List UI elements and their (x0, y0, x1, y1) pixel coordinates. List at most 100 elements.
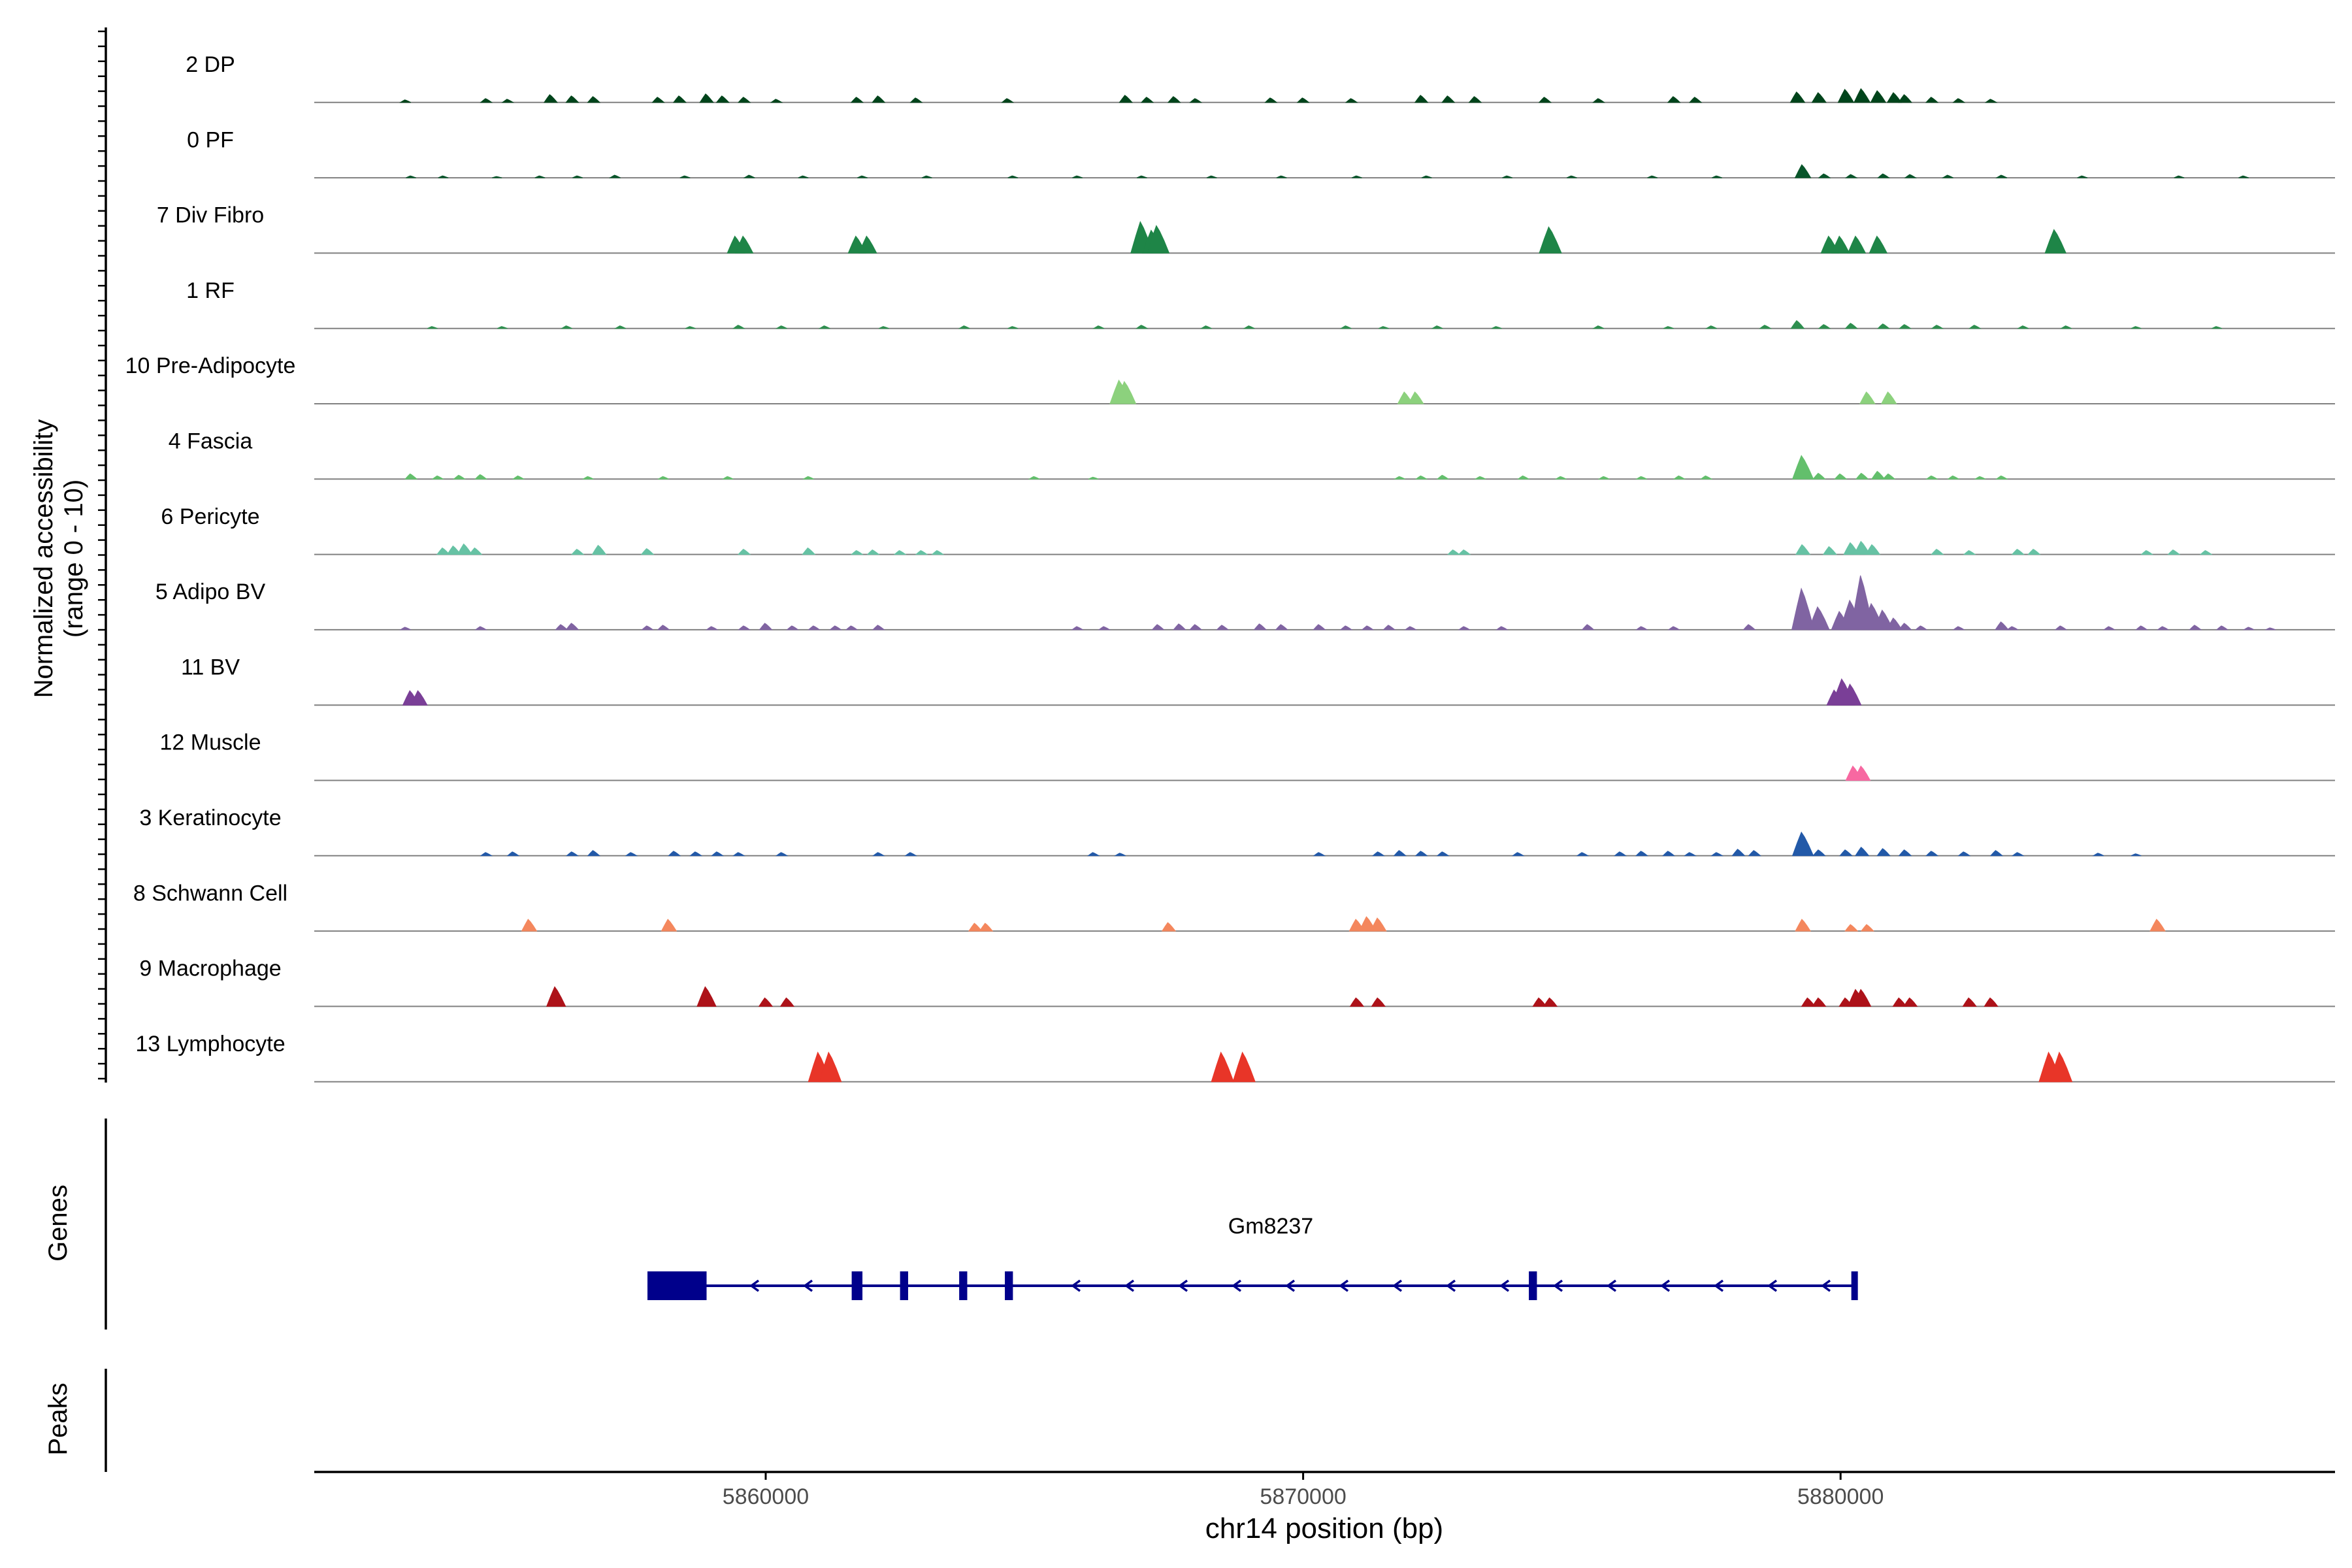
coverage-peak (2140, 550, 2154, 555)
coverage-peak (1088, 476, 1099, 480)
coverage-peak (721, 476, 734, 480)
coverage-peak (909, 97, 923, 103)
coverage-peak (1349, 997, 1365, 1007)
coverage-peak (2265, 627, 2276, 630)
coverage-peak (2242, 627, 2255, 630)
coverage-peak (1614, 851, 1627, 857)
strand-arrow (1660, 1279, 1671, 1292)
coverage-peak (1115, 380, 1137, 404)
coverage-peak (474, 626, 488, 630)
coverage-peak (968, 923, 983, 932)
coverage-peak (497, 326, 508, 329)
coverage-peak (406, 175, 416, 178)
coverage-peak (1941, 174, 1953, 178)
coverage-peak (1441, 95, 1456, 103)
coverage-peak (775, 325, 787, 329)
coverage-peak (1748, 850, 1761, 857)
x-axis-label: chr14 position (bp) (1205, 1512, 1443, 1544)
coverage-peak (1931, 325, 1944, 329)
coverage-peak (1989, 850, 2004, 857)
coverage-peak (608, 174, 621, 178)
coverage-peak (501, 99, 515, 103)
coverage-peak (566, 851, 580, 857)
coverage-peak (1818, 324, 1831, 329)
track-label: 9 Macrophage (139, 956, 281, 981)
coverage-peak (410, 690, 428, 706)
gene-exon (900, 1271, 908, 1300)
coverage-peak (734, 235, 754, 253)
coverage-peak (1232, 1051, 1256, 1083)
coverage-peak (1001, 98, 1015, 103)
coverage-peak (2017, 325, 2029, 329)
coverage-peak (1393, 850, 1407, 857)
coverage-peak (468, 547, 483, 555)
coverage-peak (1688, 97, 1703, 103)
coverage-peak (1853, 765, 1871, 781)
track-10: 12 Muscle (160, 730, 2335, 781)
coverage-peak (1859, 391, 1876, 404)
coverage-peak (1369, 917, 1387, 932)
coverage-peak (1146, 225, 1170, 253)
coverage-peak (1216, 625, 1230, 630)
coverage-peak (1436, 851, 1450, 857)
coverage-peak (570, 548, 585, 555)
coverage-peak (2011, 852, 2025, 857)
coverage-peak (1731, 849, 1746, 857)
gene-exon (1529, 1271, 1537, 1300)
coverage-peak (893, 550, 907, 555)
coverage-peak (732, 325, 745, 329)
x-tick-label: 5870000 (1260, 1484, 1346, 1509)
coverage-peak (779, 997, 795, 1007)
coverage-peak (614, 325, 627, 329)
coverage-peak (2238, 175, 2249, 178)
coverage-peak (904, 852, 918, 857)
coverage-peak (1206, 175, 1217, 178)
coverage-peak (2199, 550, 2213, 555)
coverage-peak (1371, 851, 1385, 857)
strand-arrow (749, 1279, 760, 1292)
coverage-peak (1502, 175, 1513, 178)
coverage-peak (1581, 624, 1595, 630)
coverage-peak (565, 95, 580, 103)
coverage-peak (1382, 625, 1396, 630)
track-label: 3 Keratinocyte (139, 806, 281, 830)
x-tick-label: 5880000 (1797, 1484, 1884, 1509)
track-label: 6 Pericyte (161, 504, 259, 529)
coverage-peak (1339, 625, 1353, 630)
coverage-peak (819, 1051, 842, 1083)
coverage-peak (1339, 325, 1352, 329)
coverage-peak (641, 625, 655, 630)
coverage-peak (651, 97, 665, 103)
coverage-peak (1790, 319, 1805, 329)
track-label: 5 Adipo BV (155, 580, 266, 604)
coverage-peak (512, 475, 525, 480)
coverage-peak (699, 93, 714, 103)
coverage-peak (2149, 919, 2166, 932)
coverage-peak (2189, 625, 2202, 630)
coverage-peak (1684, 852, 1697, 857)
coverage-peak (1474, 476, 1486, 480)
coverage-peak (1491, 326, 1502, 329)
gene-exon (851, 1271, 863, 1300)
coverage-peak (1860, 924, 1874, 932)
coverage-peak (743, 174, 755, 178)
coverage-peak (1393, 476, 1405, 480)
peaks-panel: Peaks (44, 1369, 107, 1472)
coverage-peak (1840, 683, 1862, 706)
coverage-peak (689, 851, 703, 857)
coverage-peak (770, 99, 783, 103)
coverage-peak (1699, 475, 1713, 480)
coverage-peak (1852, 988, 1872, 1007)
coverage-peak (1554, 476, 1567, 480)
coverage-peak (1877, 323, 1891, 329)
coverage-peak (1870, 470, 1886, 480)
track-9: 11 BV (181, 655, 2335, 706)
coverage-peak (786, 625, 800, 630)
coverage-peak (1264, 97, 1278, 103)
coverage-peak (1119, 95, 1134, 103)
coverage-peak (1705, 325, 1718, 329)
coverage-peak (711, 851, 725, 857)
gene-exon (959, 1271, 968, 1300)
track-label: 8 Schwann Cell (133, 881, 287, 906)
